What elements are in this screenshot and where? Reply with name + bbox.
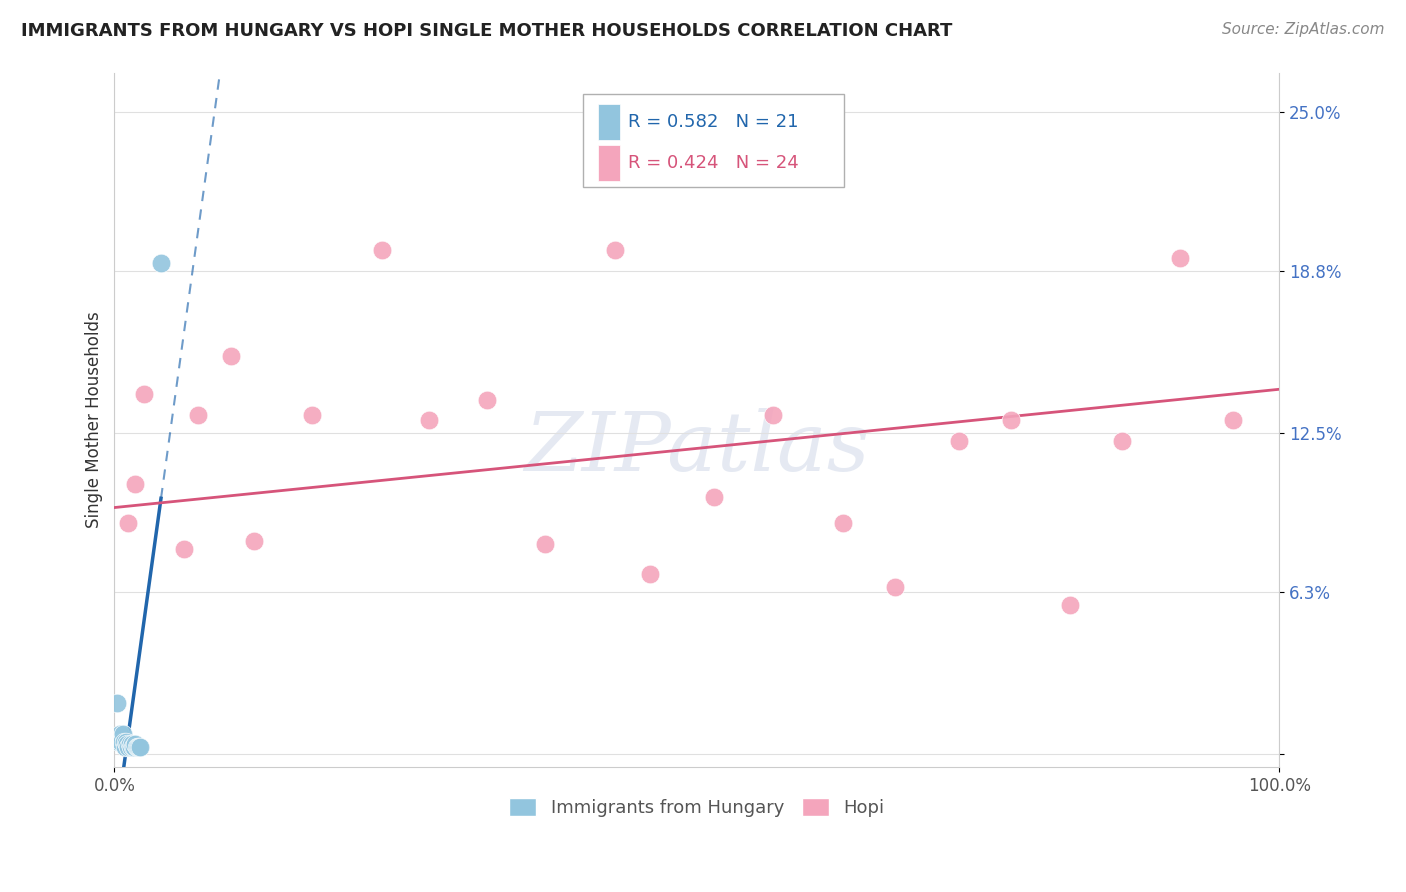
- Point: [124, 477, 146, 491]
- Point: [115, 737, 138, 751]
- Point: [1170, 251, 1192, 265]
- Point: [122, 739, 145, 754]
- Point: [121, 737, 143, 751]
- Point: [534, 536, 557, 550]
- Point: [371, 244, 394, 258]
- Point: [120, 739, 142, 754]
- Text: ZIPatlas: ZIPatlas: [524, 408, 870, 488]
- Point: [117, 739, 139, 754]
- Point: [173, 541, 195, 556]
- Point: [110, 727, 132, 741]
- Point: [187, 408, 209, 422]
- Point: [762, 408, 785, 422]
- Point: [115, 734, 138, 748]
- Point: [118, 737, 141, 751]
- Point: [105, 696, 128, 710]
- Point: [1111, 434, 1133, 448]
- Point: [111, 727, 134, 741]
- Point: [605, 244, 627, 258]
- Point: [301, 408, 323, 422]
- Point: [640, 567, 662, 582]
- Point: [703, 490, 725, 504]
- Point: [122, 739, 145, 754]
- Point: [150, 256, 173, 270]
- Point: [477, 392, 499, 407]
- Point: [114, 739, 136, 754]
- Point: [884, 580, 907, 594]
- Point: [112, 734, 135, 748]
- Y-axis label: Single Mother Households: Single Mother Households: [86, 311, 103, 528]
- Point: [831, 516, 853, 530]
- Point: [129, 739, 152, 754]
- Point: [1222, 413, 1244, 427]
- Point: [418, 413, 440, 427]
- Point: [132, 387, 155, 401]
- Point: [128, 739, 150, 754]
- Text: R = 0.424   N = 24: R = 0.424 N = 24: [628, 154, 799, 172]
- Text: R = 0.582   N = 21: R = 0.582 N = 21: [628, 113, 799, 131]
- Legend: Immigrants from Hungary, Hopi: Immigrants from Hungary, Hopi: [502, 790, 891, 824]
- Point: [124, 737, 146, 751]
- Text: IMMIGRANTS FROM HUNGARY VS HOPI SINGLE MOTHER HOUSEHOLDS CORRELATION CHART: IMMIGRANTS FROM HUNGARY VS HOPI SINGLE M…: [21, 22, 952, 40]
- Point: [117, 516, 139, 530]
- Text: Source: ZipAtlas.com: Source: ZipAtlas.com: [1222, 22, 1385, 37]
- Point: [110, 734, 132, 748]
- Point: [108, 734, 131, 748]
- Point: [125, 739, 148, 754]
- Point: [127, 739, 149, 754]
- Point: [948, 434, 970, 448]
- Point: [1000, 413, 1022, 427]
- Point: [1059, 599, 1081, 613]
- Point: [243, 533, 266, 548]
- Point: [219, 349, 242, 363]
